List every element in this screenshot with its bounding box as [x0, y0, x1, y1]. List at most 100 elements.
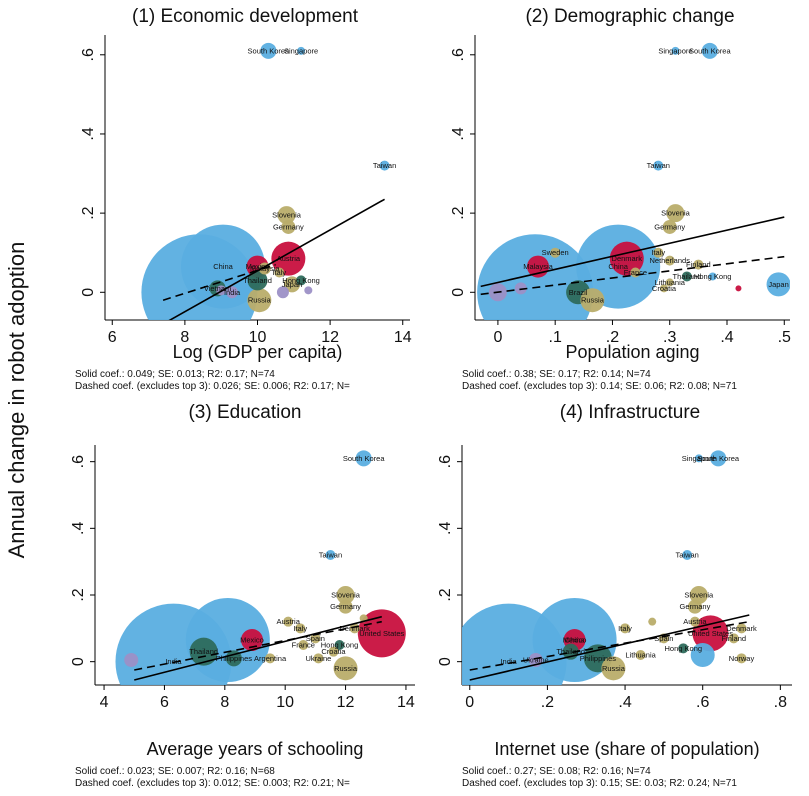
scatter-point [333, 656, 358, 681]
point-label: Malaysia [523, 262, 553, 271]
scatter-point [240, 629, 263, 651]
point-label: Japan [768, 280, 788, 289]
x-tick-label: 12 [337, 694, 355, 711]
point-label: Hong Kong [665, 644, 703, 653]
x-tick-label: 0 [465, 694, 474, 711]
solid-fit-line [134, 615, 382, 681]
point-label: South Korea [343, 454, 386, 463]
y-tick-label: .6 [80, 48, 97, 61]
point-label: Slovenia [661, 209, 691, 218]
x-tick-label: .5 [778, 329, 791, 346]
panel-title: (4) Infrastructure [560, 402, 700, 423]
solid-fit-line [168, 198, 385, 320]
scatter-point [692, 615, 729, 652]
point-label: Italy [618, 624, 632, 633]
scatter-point [681, 271, 692, 282]
point-label: Hong Kong [694, 272, 732, 281]
x-tick-label: 14 [397, 694, 415, 711]
point-label: South Korea [248, 46, 291, 55]
scatter-point [664, 255, 675, 266]
point-label: Philippines [216, 654, 253, 663]
scatter-point [298, 640, 309, 650]
point-label: Denmark [612, 254, 643, 263]
point-label: Singapore [682, 454, 716, 463]
point-label: China [608, 262, 628, 271]
scatter-point [694, 454, 703, 463]
y-tick-label: 0 [437, 657, 454, 666]
scatter-point [653, 160, 664, 171]
regression-note: Solid coef.: 0.27; SE: 0.08; R2: 0.16; N… [462, 766, 651, 777]
scatter-point [336, 586, 355, 604]
scatter-point [296, 275, 307, 286]
regression-note: Solid coef.: 0.38; SE: 0.17; R2: 0.14; N… [462, 369, 651, 380]
scatter-point [620, 623, 631, 634]
solid-fit-line [480, 216, 785, 288]
y-tick-label: .6 [437, 455, 454, 468]
scatter-point [274, 267, 285, 278]
x-axis-label: Population aging [565, 342, 699, 362]
x-tick-label: .6 [696, 694, 709, 711]
dashed-fit-line [134, 620, 382, 671]
scatter-point [701, 42, 718, 59]
scatter-point [338, 599, 353, 614]
point-label: Singapore [658, 46, 692, 55]
scatter-point [357, 609, 406, 658]
point-label: Norway [729, 654, 755, 663]
x-tick-label: .8 [774, 694, 787, 711]
point-label: Singapore [284, 46, 318, 55]
point-label: Germany [654, 222, 685, 231]
scatter-point [328, 646, 339, 657]
point-label: France [624, 268, 647, 277]
scatter-point [653, 247, 664, 258]
regression-note: Dashed coef. (excludes top 3): 0.026; SE… [75, 381, 350, 392]
y-tick-label: .2 [450, 206, 467, 219]
point-label: Taiwan [373, 161, 396, 170]
scatter-point [766, 272, 790, 297]
point-label: Taiwan [675, 551, 698, 560]
x-tick-label: .3 [663, 329, 676, 346]
point-label: Thailand [673, 272, 702, 281]
point-label: Sweden [542, 248, 569, 257]
scatter-point [226, 286, 239, 299]
point-label: Brazil [569, 288, 588, 297]
point-label: India [500, 657, 517, 666]
point-label: Taiwan [319, 551, 342, 560]
scatter-point [247, 270, 268, 291]
scatter-point [271, 241, 306, 276]
x-tick-label: 6 [108, 329, 117, 346]
scatter-point [550, 247, 561, 258]
y-tick-label: .6 [70, 455, 87, 468]
point-label: Ukraine [523, 656, 549, 665]
x-tick-label: .4 [720, 329, 733, 346]
x-tick-label: .4 [618, 694, 631, 711]
scatter-point [580, 288, 605, 313]
point-label: Austria [277, 254, 301, 263]
point-label: Mexico [563, 636, 587, 645]
point-label: China [565, 636, 585, 645]
y-tick-label: .4 [437, 522, 454, 535]
scatter-point [265, 653, 276, 664]
y-axis-label-wrap: Annual change in robot adoption [2, 170, 32, 630]
point-label: South Korea [689, 46, 732, 55]
x-axis-label: Average years of schooling [147, 739, 364, 759]
y-tick-label: .2 [70, 588, 87, 601]
y-tick-label: .4 [450, 127, 467, 140]
point-label: United States [688, 629, 733, 638]
dashed-fit-line [162, 263, 276, 301]
regression-note: Solid coef.: 0.023; SE: 0.007; R2: 0.16;… [75, 766, 275, 777]
x-axis-label: Internet use (share of population) [494, 739, 759, 759]
point-label: Spain [654, 634, 673, 643]
x-tick-label: 10 [276, 694, 294, 711]
scatter-point [281, 219, 296, 234]
panel-2: (2) Demographic change 0 .1 .2 .3 .4 .5 0 .2 .4 .6… [450, 6, 791, 392]
point-label: Denmark [726, 624, 757, 633]
point-label: Italy [272, 268, 286, 277]
scatter-point [189, 637, 218, 666]
point-label: Italy [651, 248, 665, 257]
scatter-point [283, 616, 294, 627]
scatter-point [689, 616, 700, 627]
scatter-point [665, 278, 674, 287]
x-tick-label: 0 [493, 329, 502, 346]
scatter-point [666, 204, 685, 223]
